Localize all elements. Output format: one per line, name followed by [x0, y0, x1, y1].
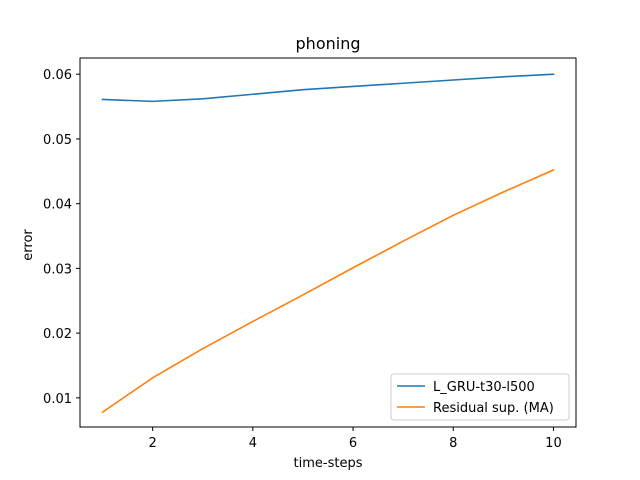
y-tick-label: 0.06 [43, 68, 72, 83]
y-tick-label: 0.01 [43, 392, 72, 407]
plot-frame [79, 57, 577, 428]
legend-entry: L_GRU-t30-l500 [433, 380, 535, 395]
x-tick-label: 10 [545, 436, 562, 451]
legend-entry: Residual sup. (MA) [433, 401, 554, 416]
series-line-2 [101, 168, 555, 414]
x-tick-label: 4 [249, 436, 257, 451]
y-axis-label: error [21, 229, 36, 261]
y-tick-label: 0.02 [43, 327, 72, 342]
series-line-1 [101, 73, 555, 103]
y-axis: 0.01 0.02 0.03 0.04 0.05 0.06 [43, 68, 80, 407]
legend-box [390, 373, 570, 421]
x-axis: 2 4 6 8 10 [149, 427, 562, 451]
y-tick-label: 0.03 [43, 262, 72, 277]
y-tick-label: 0.05 [43, 133, 72, 148]
x-tick-label: 2 [149, 436, 157, 451]
x-tick-label: 8 [449, 436, 457, 451]
legend: L_GRU-t30-l500 Residual sup. (MA) [390, 373, 570, 421]
x-tick-label: 6 [349, 436, 357, 451]
y-tick-label: 0.04 [43, 198, 72, 213]
x-axis-label: time-steps [294, 456, 363, 471]
chart-title: phoning [296, 34, 361, 53]
plot-lines [101, 73, 555, 414]
